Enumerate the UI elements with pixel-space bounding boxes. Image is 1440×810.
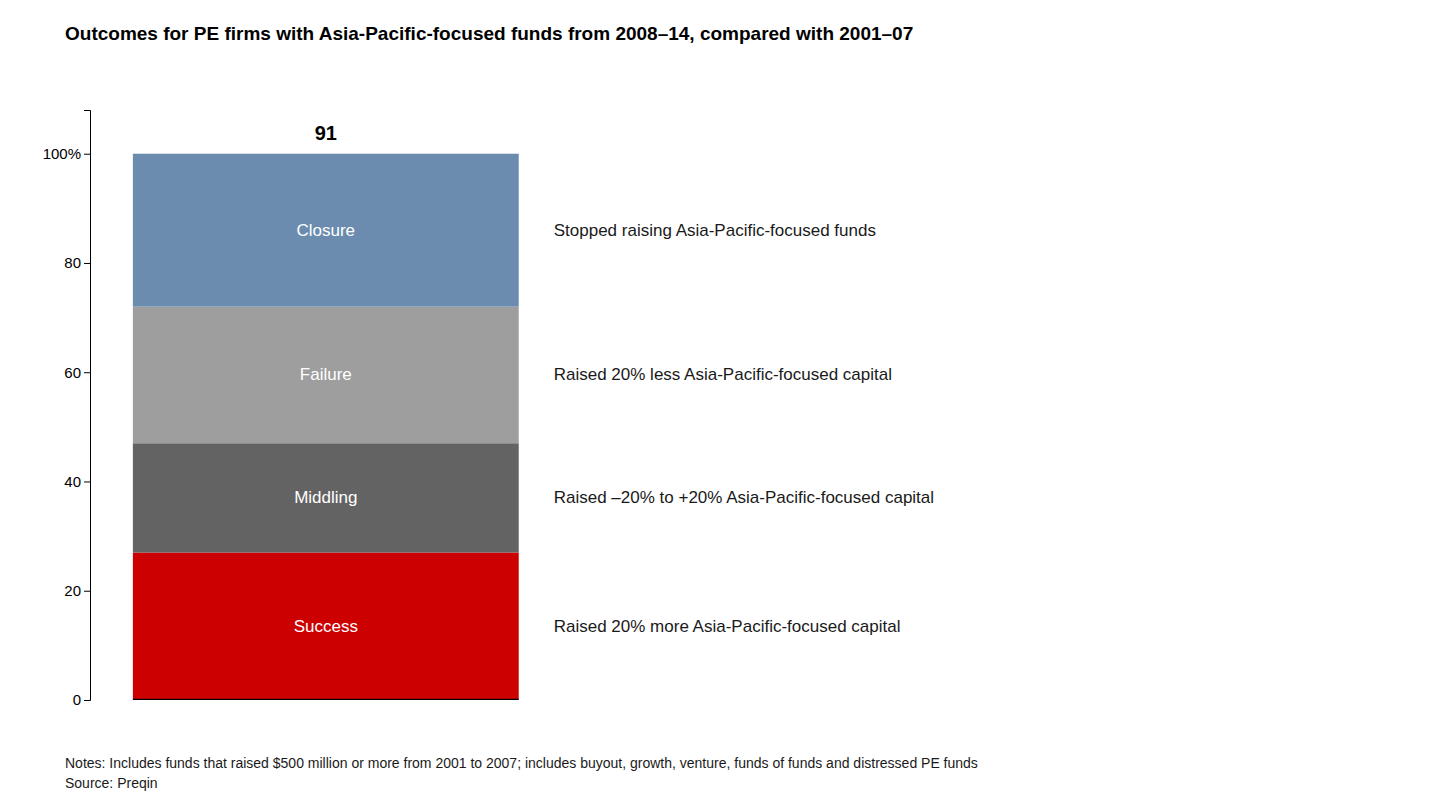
y-tick-label: 100% bbox=[43, 145, 81, 162]
title: Outcomes for PE firms with Asia-Pacific-… bbox=[65, 23, 913, 44]
bars bbox=[133, 154, 519, 700]
segment-label: Success bbox=[294, 617, 358, 636]
y-tick-mark bbox=[84, 154, 90, 155]
note: Source: Preqin bbox=[65, 775, 158, 791]
segment-label: Failure bbox=[300, 365, 352, 384]
plot: 0 20 40 60 80 100% Success Raised 20% more Asia… bbox=[43, 111, 934, 709]
y-tick: 0 bbox=[73, 691, 90, 708]
y-tick: 40 bbox=[64, 473, 90, 490]
segment-label: Middling bbox=[294, 488, 357, 507]
y-tick-mark bbox=[84, 263, 90, 264]
y-tick-label: 40 bbox=[64, 473, 81, 490]
y-tick-label: 80 bbox=[64, 254, 81, 271]
y-tick-mark bbox=[84, 591, 90, 592]
y-tick: 100% bbox=[43, 145, 90, 162]
y-tick-label: 20 bbox=[64, 582, 81, 599]
annotation: Raised 20% less Asia-Pacific-focused cap… bbox=[554, 365, 892, 384]
y-tick-label: 0 bbox=[73, 691, 81, 708]
y-tick: 20 bbox=[64, 582, 90, 599]
y-tick-mark bbox=[84, 700, 90, 701]
y-tick-label: 60 bbox=[64, 364, 81, 381]
y-axis-line bbox=[84, 111, 91, 701]
note: Notes: Includes funds that raised $500 m… bbox=[65, 755, 978, 771]
y-tick: 60 bbox=[64, 364, 90, 381]
bar-segment bbox=[133, 154, 519, 307]
annotation: Raised 20% more Asia-Pacific-focused cap… bbox=[554, 617, 901, 636]
y-tick-mark bbox=[84, 372, 90, 373]
y-tick-mark bbox=[84, 481, 90, 482]
bar-segment bbox=[133, 307, 519, 444]
annotation: Stopped raising Asia-Pacific-focused fun… bbox=[554, 221, 876, 240]
y-tick: 80 bbox=[64, 254, 90, 271]
annotation: Raised –20% to +20% Asia-Pacific-focused… bbox=[554, 488, 934, 507]
bar-baseline bbox=[133, 699, 519, 700]
n-label: 91 bbox=[315, 122, 337, 144]
labels: Success Raised 20% more Asia-Pacific-focu… bbox=[294, 122, 934, 636]
y-axis: 0 20 40 60 80 100% bbox=[43, 111, 91, 709]
chart: Outcomes for PE firms with Asia-Pacific-… bbox=[0, 0, 1440, 810]
bar-segment bbox=[133, 443, 519, 552]
bar-segment bbox=[133, 553, 519, 701]
segment-label: Closure bbox=[297, 221, 356, 240]
